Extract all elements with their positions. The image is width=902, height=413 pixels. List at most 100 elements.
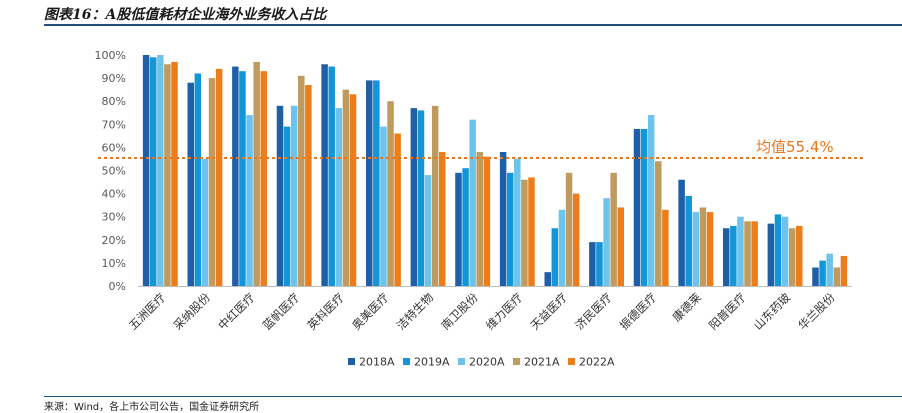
bar bbox=[840, 255, 848, 286]
bar bbox=[149, 57, 157, 287]
source-divider bbox=[44, 396, 902, 397]
bar bbox=[551, 228, 559, 286]
y-tick-label: 100% bbox=[95, 49, 126, 62]
bar bbox=[685, 195, 692, 286]
bar bbox=[596, 242, 603, 286]
bar bbox=[647, 115, 655, 286]
bar bbox=[744, 221, 751, 286]
bar bbox=[699, 207, 707, 286]
bar bbox=[283, 126, 291, 286]
y-tick-label: 0% bbox=[109, 280, 126, 293]
figure-title: 图表16：A股低值耗材企业海外业务收入占比 bbox=[44, 7, 327, 23]
bar bbox=[610, 172, 617, 286]
category-label: 奥美医疗 bbox=[349, 290, 391, 332]
bar bbox=[215, 68, 223, 286]
bar bbox=[365, 80, 373, 286]
bar bbox=[483, 156, 491, 286]
category-label: 中红医疗 bbox=[215, 290, 257, 332]
legend-label: 2019A bbox=[414, 356, 450, 369]
legend-label: 2021A bbox=[524, 356, 560, 369]
bar bbox=[603, 198, 610, 286]
category-label: 蓝帆医疗 bbox=[260, 290, 302, 332]
bar bbox=[655, 161, 662, 286]
bar bbox=[617, 207, 625, 286]
bar bbox=[208, 78, 216, 286]
bar bbox=[157, 55, 164, 286]
bar bbox=[194, 73, 202, 286]
category-label: 济民医疗 bbox=[572, 290, 614, 332]
bar bbox=[417, 110, 425, 286]
bar bbox=[373, 80, 380, 286]
category-label: 康德莱 bbox=[670, 290, 705, 325]
bar bbox=[833, 267, 841, 286]
bar bbox=[633, 128, 641, 286]
bar bbox=[796, 225, 803, 286]
y-tick-label: 20% bbox=[102, 234, 126, 247]
bar bbox=[722, 228, 730, 286]
bar bbox=[171, 61, 178, 287]
bar bbox=[781, 216, 789, 286]
bar bbox=[290, 105, 298, 286]
bar bbox=[387, 101, 394, 286]
category-label: 采纳股份 bbox=[171, 290, 214, 333]
y-tick-label: 70% bbox=[102, 118, 126, 131]
bar bbox=[528, 177, 535, 286]
legend-swatch bbox=[458, 358, 465, 365]
category-labels: 五洲医疗 采纳股份 中红医疗 蓝帆医疗 英科医疗 奥美医疗 洁特生物 南卫股份 维力医疗 天益医疗… bbox=[126, 290, 838, 333]
legend-label: 2020A bbox=[469, 356, 505, 369]
bar bbox=[499, 152, 507, 286]
bar bbox=[410, 108, 418, 286]
bar bbox=[232, 66, 239, 286]
bar bbox=[462, 168, 469, 286]
bar bbox=[589, 242, 596, 286]
bar bbox=[774, 214, 782, 286]
category-label: 南卫股份 bbox=[438, 290, 481, 333]
category-label: 维力医疗 bbox=[483, 290, 525, 332]
category-label: 山东药玻 bbox=[751, 290, 794, 333]
bar bbox=[737, 216, 744, 286]
category-label: 英科医疗 bbox=[305, 290, 347, 332]
bar bbox=[662, 209, 669, 286]
legend-swatch bbox=[568, 358, 575, 365]
bar bbox=[260, 71, 268, 286]
legend-swatch bbox=[403, 358, 410, 365]
bar bbox=[544, 272, 551, 286]
bar bbox=[706, 212, 714, 286]
category-label: 华兰股份 bbox=[795, 290, 838, 333]
y-tick-label: 10% bbox=[102, 257, 126, 270]
bar bbox=[572, 193, 580, 286]
title-divider bbox=[44, 24, 902, 26]
bar bbox=[187, 82, 194, 286]
category-label: 振德医疗 bbox=[617, 290, 659, 332]
bar bbox=[246, 115, 253, 286]
bar bbox=[812, 267, 819, 286]
bar bbox=[342, 89, 350, 287]
y-tick-label: 50% bbox=[102, 165, 126, 178]
bar bbox=[767, 223, 775, 286]
bar bbox=[514, 158, 521, 286]
bar bbox=[730, 225, 737, 286]
bar bbox=[380, 126, 387, 286]
bar bbox=[164, 64, 171, 287]
bar bbox=[335, 108, 343, 286]
legend-label: 2018A bbox=[359, 356, 395, 369]
bars bbox=[142, 55, 848, 287]
y-tick-label: 30% bbox=[102, 211, 126, 224]
bar bbox=[506, 172, 514, 286]
bar bbox=[431, 105, 439, 286]
bar bbox=[328, 66, 335, 286]
category-label: 天益医疗 bbox=[528, 290, 570, 332]
bar bbox=[201, 158, 209, 286]
bar bbox=[298, 75, 305, 286]
bar bbox=[640, 128, 648, 286]
bar bbox=[521, 179, 528, 286]
y-tick-label: 80% bbox=[102, 95, 126, 108]
bar bbox=[455, 172, 462, 286]
bar bbox=[394, 133, 401, 286]
legend-swatch bbox=[513, 358, 520, 365]
bar bbox=[558, 209, 566, 286]
bar bbox=[424, 175, 432, 286]
y-tick-label: 90% bbox=[102, 72, 126, 85]
bar bbox=[142, 55, 150, 286]
